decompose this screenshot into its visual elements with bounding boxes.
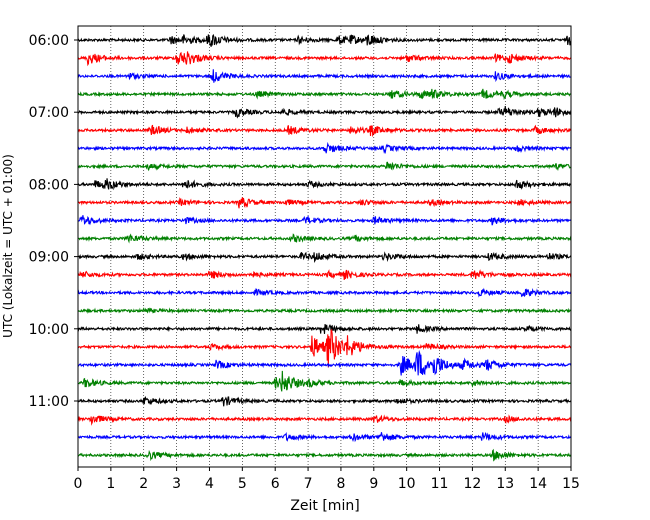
seismogram-trace [77,197,572,209]
seismogram-trace [77,178,572,191]
seismogram-trace [77,233,572,244]
x-tick-label: 7 [304,476,313,492]
x-tick-label: 8 [336,476,345,492]
y-tick-label: 06:00 [29,33,69,49]
seismogram-trace [77,414,572,426]
x-tick-label: 13 [496,476,514,492]
seismogram-trace [77,88,572,101]
x-tick-label: 3 [172,476,181,492]
seismogram-trace [77,161,572,172]
x-tick-label: 4 [205,476,214,492]
seismogram-trace [77,287,572,298]
seismogram-trace [77,124,572,138]
x-tick-label: 5 [238,476,247,492]
seismogram-trace [77,33,572,47]
y-tick-label: 09:00 [29,250,69,266]
seismogram-trace [77,215,572,226]
x-tick-label: 6 [271,476,280,492]
x-tick-label: 14 [529,476,547,492]
x-tick-label: 10 [398,476,416,492]
seismogram-trace [77,251,572,263]
y-tick-label: 07:00 [29,105,69,121]
y-tick-label: 11:00 [29,394,69,410]
seismogram-trace [77,370,572,392]
x-tick-label: 15 [562,476,580,492]
plot-background [78,26,571,467]
seismogram-trace [77,69,572,83]
seismogram-trace [77,269,572,281]
seismogram-traces [77,33,572,462]
x-tick-label: 11 [431,476,449,492]
seismogram-trace [77,431,572,443]
x-axis-ticks: 0 1 2 3 4 5 6 7 8 9 10 11 12 13 14 15 [74,467,580,492]
y-tick-label: 10:00 [29,322,69,338]
seismogram-trace [77,349,572,376]
x-tick-label: 1 [106,476,115,492]
seismogram-trace [77,448,572,462]
x-tick-label: 2 [139,476,148,492]
y-tick-label: 08:00 [29,177,69,193]
y-axis-ticks: 06:00 07:00 08:00 09:00 10:00 11:00 [29,33,78,410]
x-axis-label: Zeit [min] [290,498,359,514]
plot-frame [77,25,572,468]
x-tick-label: 9 [369,476,378,492]
seismogram-trace [77,307,572,315]
seismogram-trace [77,323,572,334]
seismogram-trace [77,395,572,407]
x-tick-label: 0 [74,476,83,492]
seismogram-trace [77,141,572,155]
x-tick-label: 12 [463,476,481,492]
seismogram-trace [77,328,572,368]
seismogram-trace [77,106,572,119]
seismogram-trace [77,51,572,67]
y-axis-label: UTC (Lokalzeit = UTC + 01:00) [1,154,15,338]
